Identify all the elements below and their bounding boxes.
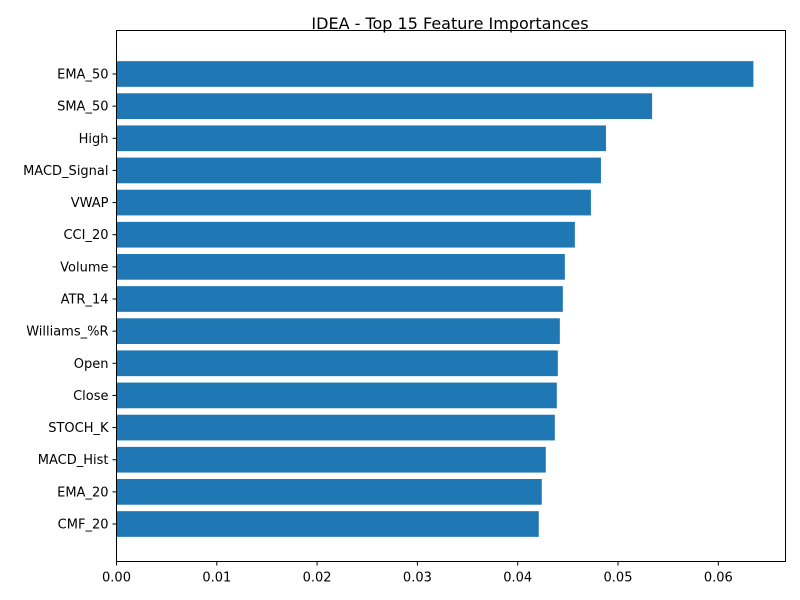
y-tick-label: MACD_Hist (38, 453, 109, 468)
y-tick-label: MACD_Signal (23, 164, 108, 179)
bars-group (116, 61, 754, 537)
y-tick-label: VWAP (71, 196, 109, 211)
y-tick-label: High (79, 132, 109, 147)
bar-ema_20 (116, 479, 542, 505)
x-axis: 0.00 0.01 0.02 0.03 0.04 0.05 0.06 (102, 561, 733, 586)
bar-vwap (116, 189, 591, 216)
y-tick-labels: EMA_50 SMA_50 High MACD_Signal VWAP CCI_20 Vol… (23, 68, 117, 533)
bar-sma_50 (116, 93, 653, 119)
y-tick-label: CMF_20 (58, 518, 109, 533)
bar-williams_%r (116, 318, 560, 344)
bar-stoch_k (116, 414, 555, 441)
bar-cmf_20 (116, 511, 539, 537)
x-tick-label: 0.02 (303, 571, 332, 586)
x-tick-label: 0.00 (102, 571, 131, 586)
bar-ema_50 (116, 61, 754, 87)
bar-atr_14 (116, 286, 563, 312)
bar-high (116, 125, 606, 152)
x-tick-label: 0.01 (202, 571, 231, 586)
y-tick-label: STOCH_K (48, 421, 109, 436)
y-tick-label: CCI_20 (63, 228, 108, 243)
y-tick-label: Volume (60, 260, 108, 275)
y-tick-label: EMA_50 (57, 68, 108, 83)
bar-close (116, 382, 557, 409)
x-tick-label: 0.04 (503, 571, 532, 586)
x-tick-label: 0.05 (604, 571, 633, 586)
y-tick-label: Close (73, 389, 108, 404)
y-tick-label: EMA_20 (57, 485, 108, 500)
bar-open (116, 350, 558, 377)
x-tick-label: 0.03 (403, 571, 432, 586)
y-tick-label: SMA_50 (57, 100, 108, 115)
plot-frame (116, 30, 786, 562)
y-tick-label: Open (74, 357, 109, 372)
bar-cci_20 (116, 221, 575, 248)
y-tick-label: Williams_%R (26, 325, 108, 340)
bar-macd_signal (116, 157, 601, 184)
x-tick-label: 0.06 (704, 571, 733, 586)
bar-volume (116, 254, 565, 280)
bar-macd_hist (116, 446, 546, 473)
y-tick-label: ATR_14 (61, 293, 109, 308)
chart-title: IDEA - Top 15 Feature Importances (311, 14, 588, 33)
